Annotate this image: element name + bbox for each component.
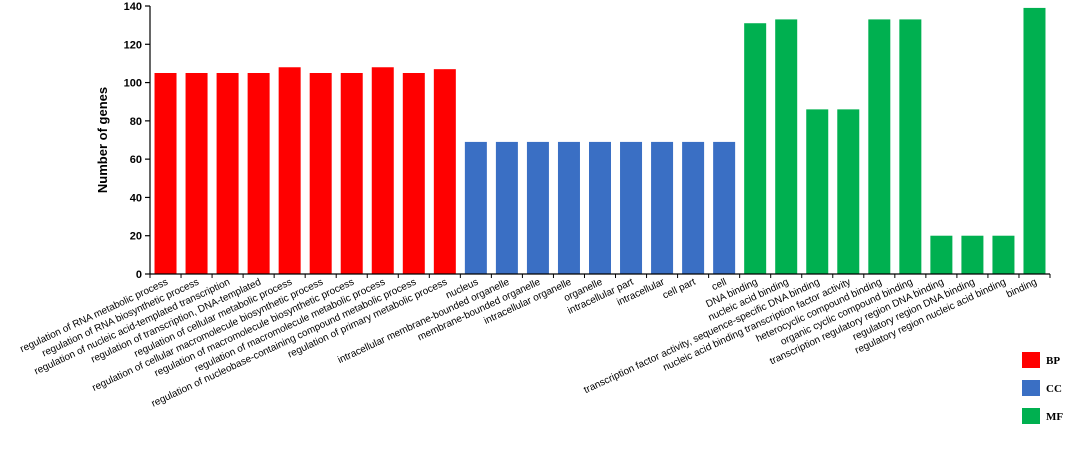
x-category-label: binding <box>1005 277 1039 301</box>
x-axis: regulation of RNA metabolic processregul… <box>19 273 1051 410</box>
bar-bp <box>371 67 394 274</box>
y-tick-label: 60 <box>130 154 142 166</box>
legend-swatch-mf <box>1022 408 1040 424</box>
bar-cc <box>682 141 705 274</box>
y-tick-label: 120 <box>124 39 142 51</box>
y-tick-label: 100 <box>124 78 142 90</box>
bar-bp <box>433 69 456 275</box>
x-category-label: cell part <box>661 277 698 302</box>
bar-cc <box>495 141 518 274</box>
y-tick-label: 0 <box>136 269 142 281</box>
bar-cc <box>713 141 736 274</box>
bar-mf <box>930 235 953 274</box>
legend-label-mf: MF <box>1046 411 1063 423</box>
bar-mf <box>961 235 984 274</box>
bar-cc <box>464 141 487 274</box>
y-ticks: 0 20 40 60 80 100 120 140 <box>124 1 150 281</box>
bar-bp <box>247 73 270 274</box>
y-tick-label: 40 <box>130 192 142 204</box>
bar-mf <box>744 23 767 274</box>
bar-cc <box>651 141 674 274</box>
bar-mf <box>775 19 798 275</box>
bar-bp <box>278 67 301 274</box>
bar-cc <box>620 141 643 274</box>
y-tick-label: 80 <box>130 116 142 128</box>
legend-swatch-bp <box>1022 352 1040 368</box>
x-ticks <box>149 274 1051 278</box>
bar-bp <box>185 73 208 274</box>
y-axis: 0 20 40 60 80 100 120 140 <box>124 1 151 281</box>
bar-mf <box>1023 7 1046 275</box>
x-category-labels: regulation of RNA metabolic processregul… <box>19 276 1039 409</box>
bar-mf <box>837 109 860 274</box>
bar-bp <box>216 73 239 274</box>
y-tick-label: 20 <box>130 231 142 243</box>
bar-cc <box>557 141 580 274</box>
bars-layer <box>154 7 1046 275</box>
y-tick-label: 140 <box>124 1 142 13</box>
legend-label-bp: BP <box>1046 355 1060 367</box>
bar-bp <box>154 73 177 274</box>
bar-bp <box>402 73 425 274</box>
legend: BP CC MF <box>1022 352 1063 424</box>
bar-cc <box>526 141 549 274</box>
bar-bp <box>309 73 332 274</box>
bar-mf <box>868 19 891 275</box>
legend-swatch-cc <box>1022 380 1040 396</box>
bar-mf <box>806 109 829 274</box>
y-axis-label: Number of genes <box>95 87 110 193</box>
bar-mf <box>992 235 1015 274</box>
legend-label-cc: CC <box>1046 383 1062 395</box>
bar-bp <box>340 73 363 274</box>
bar-cc <box>589 141 611 274</box>
bar-mf <box>899 19 922 275</box>
